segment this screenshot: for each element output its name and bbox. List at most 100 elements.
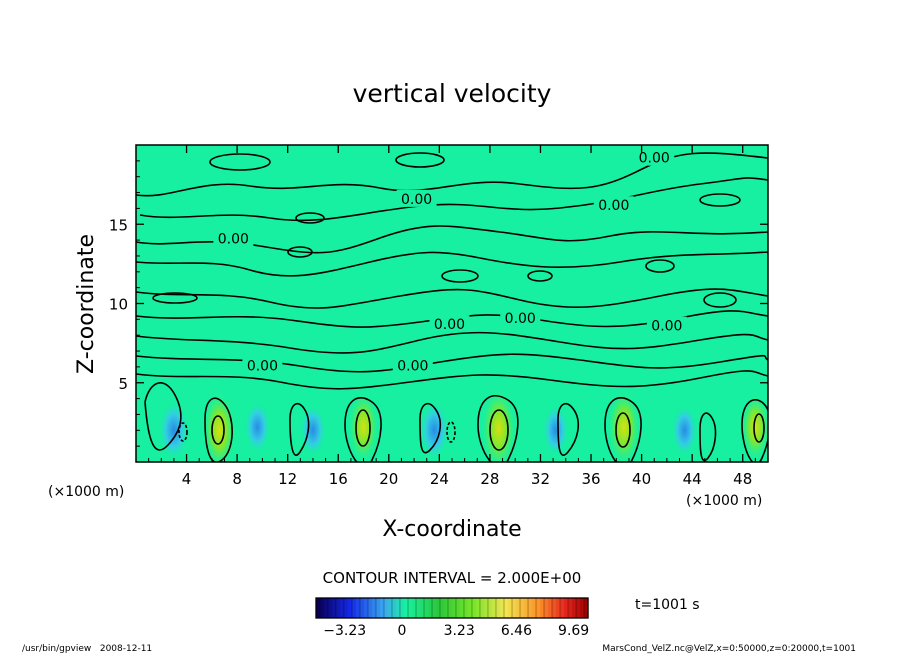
colorbar-tick-label: 6.46 [501,623,532,639]
contour-line [355,409,371,447]
contour-label-3: 0.00 [639,151,670,167]
contour-line [753,413,765,443]
colorbar-swatch [540,598,545,618]
colorbar-tick-label: 9.69 [558,623,589,639]
contour-line [441,269,479,283]
contour-label-bg [242,356,283,374]
colorbar-swatch [544,598,549,618]
contour-label-7: 0.00 [651,319,682,335]
colorbar-swatch [496,598,501,618]
downdraft-cell-6 [671,404,698,457]
updraft-cell-2 [348,391,379,462]
colorbar-swatch [436,598,441,618]
colorbar-swatch [452,598,457,618]
footer-left: /usr/bin/gpview 2008-12-11 [22,644,152,654]
colorbar-swatch [416,598,421,618]
colorbar-swatch [400,598,405,618]
x-tick-label: 40 [632,470,651,488]
downdraft-cell-3 [299,404,326,457]
contour-line [139,177,768,222]
contour-label-4: 0.00 [598,198,629,214]
contour-line [604,397,642,462]
contour-line [144,382,182,451]
colorbar-swatch [372,598,377,618]
contour-label-2: 0.00 [218,232,249,248]
x-tick-label: 44 [683,470,702,488]
x-tick-label: 4 [182,470,192,488]
contour-line [211,415,225,445]
contour-label-9: 0.00 [397,358,428,374]
colorbar-swatch [504,598,509,618]
time-label: t=1001 s [635,597,700,613]
colorbar-swatch [516,598,521,618]
contour-label-6: 0.00 [505,311,536,327]
colorbar-swatch [448,598,453,618]
colorbar-tick-label: 0 [397,623,406,639]
colorbar-swatch [488,598,493,618]
colorbar-swatch [472,598,477,618]
colorbar-swatch [564,598,569,618]
contour-label-1: 0.00 [401,192,432,208]
updraft-cell-3 [481,387,517,462]
colorbar-swatch [520,598,525,618]
contour-label-bg [593,196,634,214]
colorbar-swatch [328,598,333,618]
colorbar-swatch [332,598,337,618]
colorbar-swatch [476,598,481,618]
colorbar-swatch [356,598,361,618]
downdraft-cell-1 [158,400,189,461]
x-axis-label: X-coordinate [382,517,521,542]
plot-area: 0.00 0.00 0.00 0.00 0.00 0.00 0.00 0.00 0.00 [135,144,769,463]
contour-label-bg [429,315,470,333]
contour-line [395,152,445,168]
contour-line [477,395,519,462]
contour-line [344,397,382,462]
x-tick-label: 20 [379,470,398,488]
contour-line [295,212,325,224]
field-background [136,145,768,462]
colorbar-swatch [556,598,561,618]
contour-line [703,292,737,308]
downdraft-cell-5 [542,404,569,457]
y-axis-label: Z-coordinate [74,234,99,374]
contour-line [615,412,631,448]
contour-line [289,402,310,456]
contour-interval-text: CONTOUR INTERVAL = 2.000E+00 [323,569,582,587]
contour-label-8: 0.00 [247,358,278,374]
colorbar-swatch [396,598,401,618]
x-tick-label: 28 [480,470,499,488]
colorbar-swatch [344,598,349,618]
colorbar-swatch [512,598,517,618]
colorbar-swatch [584,598,589,618]
colorbar-frame [315,597,589,619]
contour-label-bg [213,229,254,247]
colorbar-swatch [500,598,505,618]
y-tick-label: 5 [118,375,128,393]
x-tick-label: 12 [278,470,297,488]
y-tick-label: 15 [109,216,128,234]
colorbar-swatch [324,598,329,618]
colorbar-swatch [388,598,393,618]
contour-label-5: 0.00 [434,317,465,333]
colorbar-swatch [392,598,397,618]
colorbar-swatch [456,598,461,618]
colorbar-swatch [320,598,325,618]
colorbar-swatch [348,598,353,618]
x-tick-label: 36 [581,470,600,488]
colorbar-swatch [444,598,449,618]
colorbar-swatch [412,598,417,618]
colorbar-swatch [404,598,409,618]
colorbar-swatch [492,598,497,618]
contour-line [699,412,717,462]
colorbar-swatch [360,598,365,618]
colorbar-swatch [468,598,473,618]
colorbar-swatch [336,598,341,618]
contour-line [178,422,188,442]
x-unit-left: (×1000 m) [48,484,124,500]
y-tick-label: 10 [109,296,128,314]
colorbar-swatch [368,598,373,618]
contour-line [527,270,553,282]
colorbar-swatch [572,598,577,618]
colorbar-swatch [408,598,413,618]
colorbar-swatch [380,598,385,618]
